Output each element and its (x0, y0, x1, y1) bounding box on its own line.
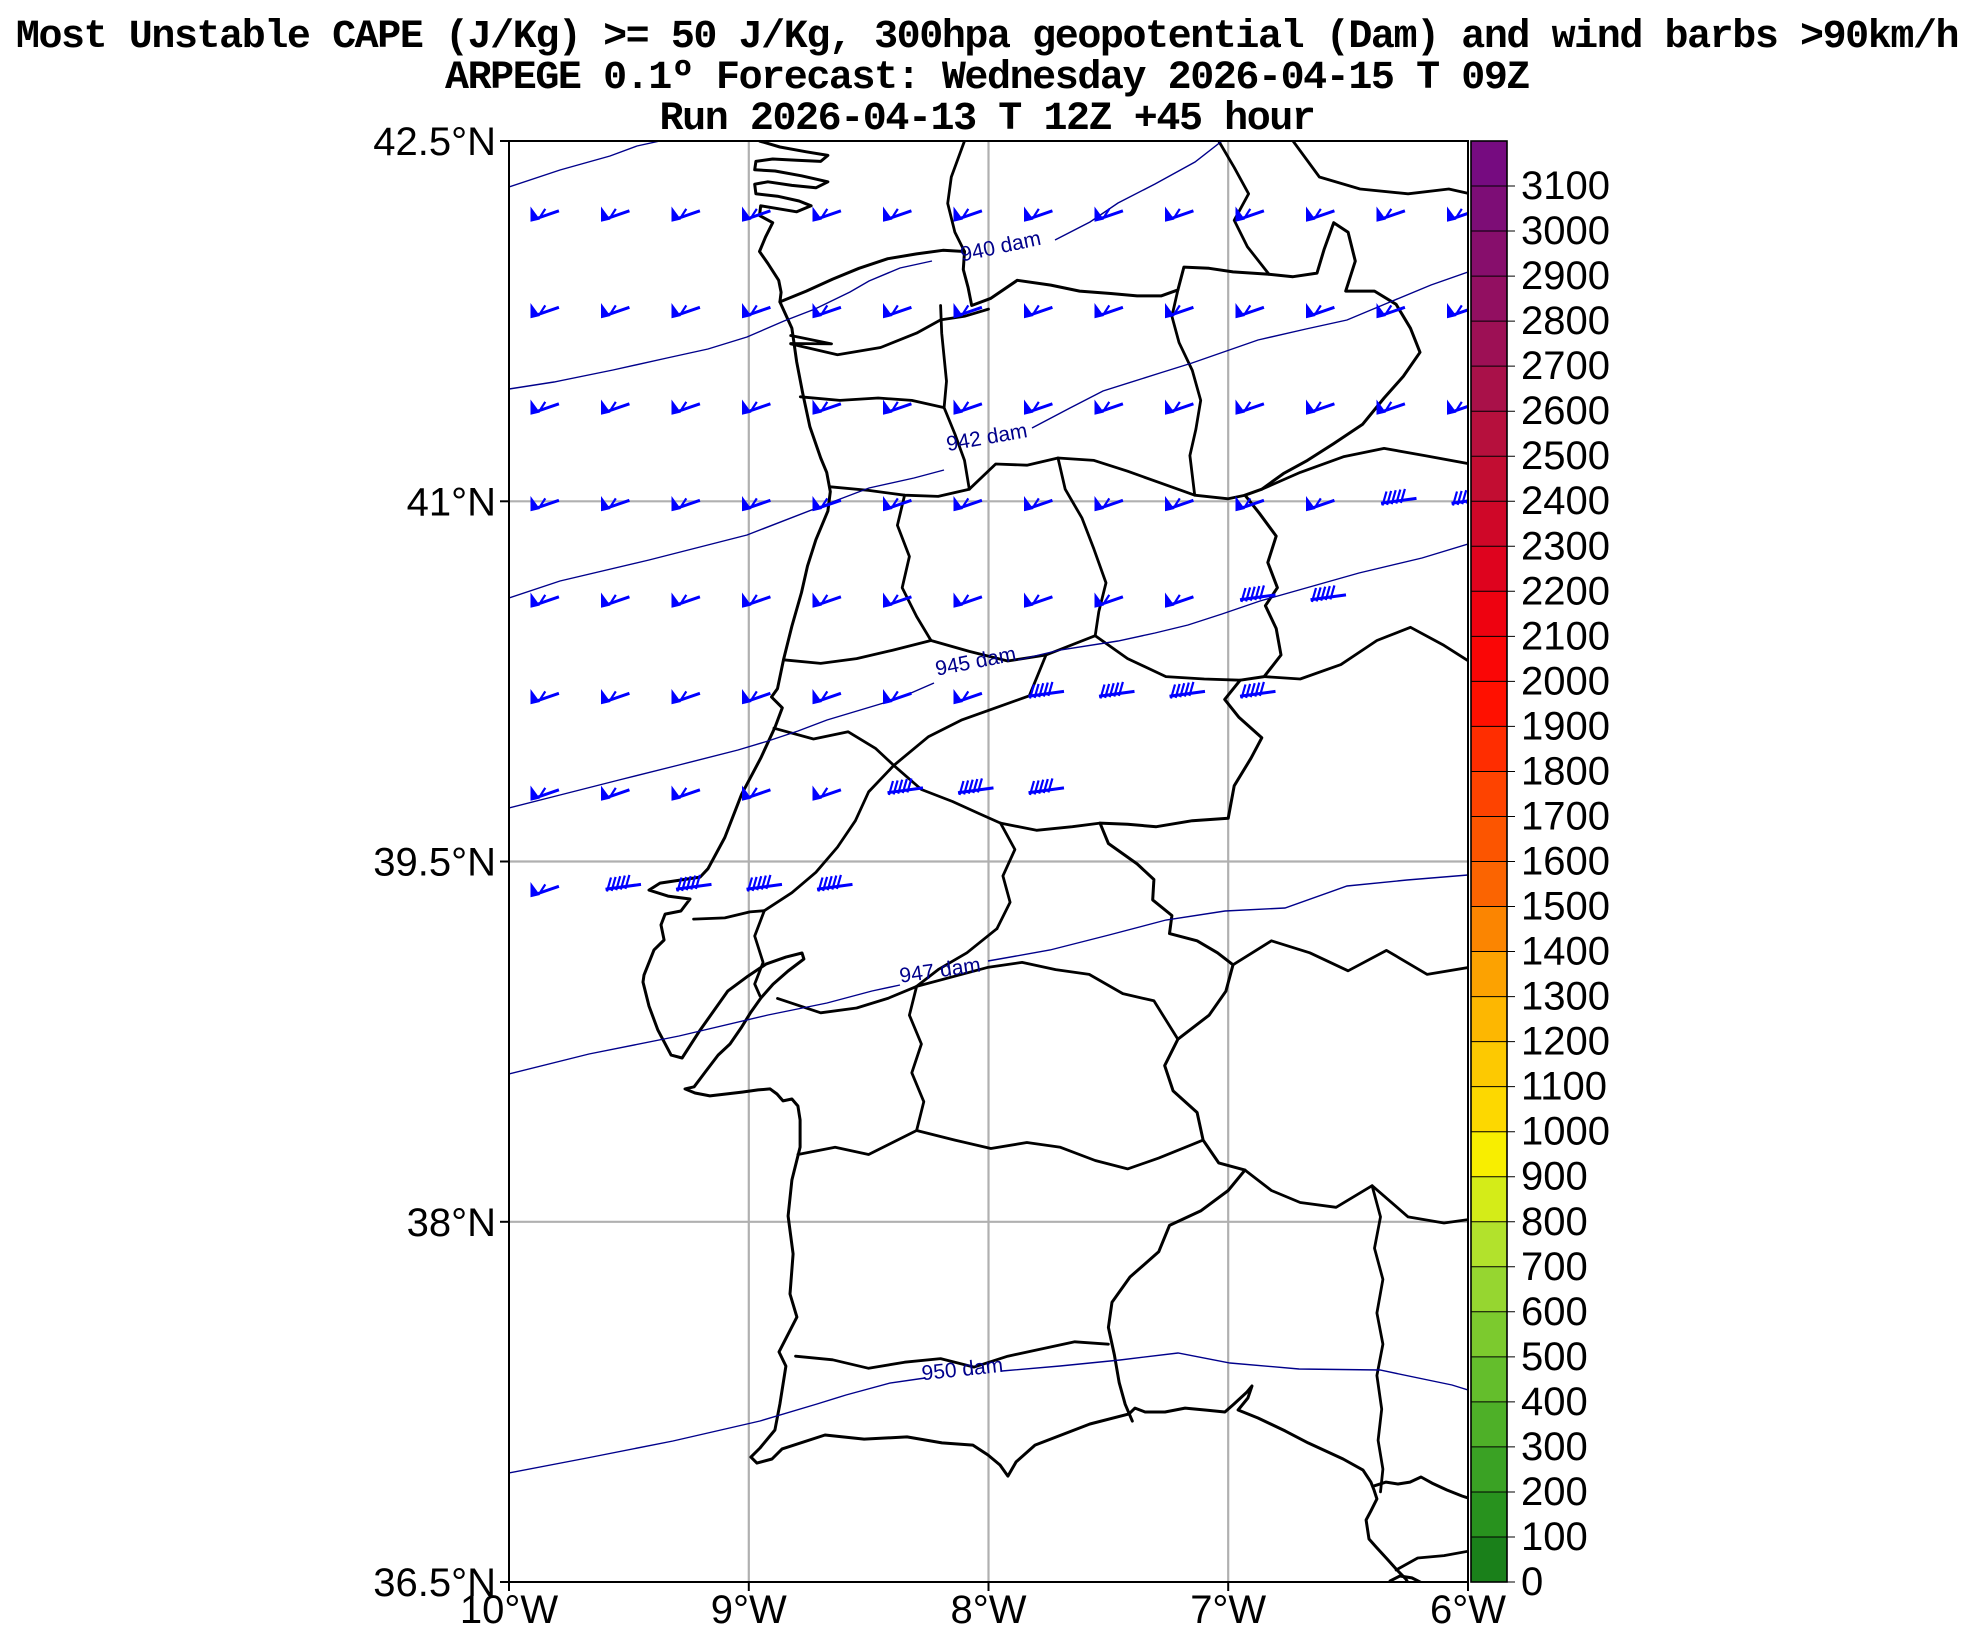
svg-text:300: 300 (1521, 1425, 1588, 1469)
svg-text:38°N: 38°N (407, 1201, 496, 1245)
svg-text:700: 700 (1521, 1245, 1588, 1289)
svg-text:ARPEGE 0.1º Forecast: Wednesda: ARPEGE 0.1º Forecast: Wednesday 2026-04-… (445, 56, 1529, 101)
svg-text:42.5°N: 42.5°N (373, 120, 496, 164)
svg-text:9°W: 9°W (711, 1588, 787, 1632)
svg-text:3100: 3100 (1521, 164, 1610, 208)
svg-text:2800: 2800 (1521, 299, 1610, 343)
svg-text:39.5°N: 39.5°N (373, 841, 496, 885)
svg-text:10°W: 10°W (460, 1588, 558, 1632)
svg-text:2700: 2700 (1521, 344, 1610, 388)
svg-text:1100: 1100 (1521, 1065, 1607, 1109)
svg-text:2400: 2400 (1521, 479, 1610, 523)
svg-text:500: 500 (1521, 1335, 1588, 1379)
svg-text:2000: 2000 (1521, 659, 1610, 703)
svg-text:2100: 2100 (1521, 614, 1610, 658)
svg-text:Most Unstable CAPE (J/Kg) >= 5: Most Unstable CAPE (J/Kg) >= 50 J/Kg, 30… (16, 15, 1958, 60)
svg-text:2600: 2600 (1521, 389, 1610, 433)
svg-text:400: 400 (1521, 1380, 1588, 1424)
svg-text:2300: 2300 (1521, 524, 1610, 568)
svg-text:36.5°N: 36.5°N (373, 1561, 496, 1605)
svg-text:41°N: 41°N (407, 480, 496, 524)
svg-text:1400: 1400 (1521, 930, 1610, 974)
svg-text:2500: 2500 (1521, 434, 1610, 478)
svg-text:800: 800 (1521, 1200, 1588, 1244)
svg-text:1500: 1500 (1521, 885, 1610, 929)
svg-text:8°W: 8°W (951, 1588, 1027, 1632)
svg-text:7°W: 7°W (1190, 1588, 1266, 1632)
svg-text:2900: 2900 (1521, 254, 1610, 298)
svg-text:3000: 3000 (1521, 209, 1610, 253)
svg-text:1000: 1000 (1521, 1110, 1610, 1154)
svg-text:1200: 1200 (1521, 1020, 1610, 1064)
svg-text:1900: 1900 (1521, 704, 1610, 748)
svg-text:Run 2026-04-13 T 12Z +45 hour: Run 2026-04-13 T 12Z +45 hour (660, 97, 1315, 142)
svg-text:200: 200 (1521, 1470, 1588, 1514)
svg-text:1300: 1300 (1521, 975, 1610, 1019)
svg-text:2200: 2200 (1521, 569, 1610, 613)
svg-text:1700: 1700 (1521, 795, 1610, 839)
svg-text:0: 0 (1521, 1560, 1543, 1604)
svg-text:1800: 1800 (1521, 749, 1610, 793)
svg-text:1600: 1600 (1521, 840, 1610, 884)
svg-text:600: 600 (1521, 1290, 1588, 1334)
svg-text:900: 900 (1521, 1155, 1588, 1199)
svg-text:6°W: 6°W (1430, 1588, 1506, 1632)
svg-text:100: 100 (1521, 1515, 1588, 1559)
